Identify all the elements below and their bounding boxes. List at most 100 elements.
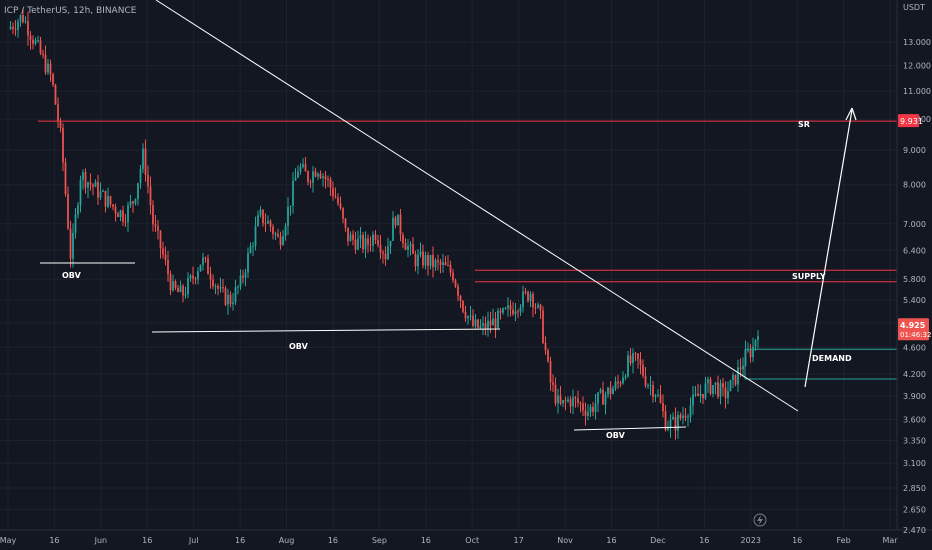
candle-body [189,275,192,279]
time-tick-label: 16 [142,536,152,545]
candle-body [589,406,592,413]
candle-body [224,288,227,305]
candle-body [49,63,52,74]
candle-body [192,275,194,279]
candle-body [749,350,752,358]
price-tick-label: 12.000 [903,62,931,71]
time-tick-label: Aug [279,536,295,545]
demand-zone-label: DEMAND [812,354,852,363]
candle-body [237,286,239,288]
candle-body [302,164,304,167]
price-tick-label: 4.200 [903,370,926,379]
candle-body [717,382,719,397]
price-tick-label: 7.000 [903,220,926,229]
candle-body [747,350,749,352]
price-axis[interactable]: USDT13.00012.00011.00010.0009.0008.0007.… [898,3,931,535]
candle-body [479,325,482,328]
trend-drawings [40,0,857,431]
time-axis[interactable]: May 16 Jun 16 Jul 16 Aug 16 Sep 16 Oct 17 Nov 16 Dec 16… [0,536,898,545]
candle-body [307,171,309,182]
candle-body [292,180,294,206]
time-tick-label: 2023 [741,536,761,545]
candle-body [727,391,729,399]
candle-body [9,26,12,29]
candle-body [527,291,529,301]
candle-body [537,304,539,308]
candle-body [304,164,307,172]
candle-body [227,294,229,305]
candle-body [594,403,597,412]
candle-body [657,394,659,396]
candle-body [179,285,182,293]
obv-label: OBV [62,271,82,280]
candle-body [619,383,622,385]
price-tick-label: 2.850 [903,484,926,493]
candle-body [169,274,172,291]
candle-body [402,234,404,244]
candle-body [247,252,249,273]
candle-body [314,171,317,177]
candle-body [407,246,409,250]
candle-body [42,53,44,55]
candle-body [504,308,507,310]
candle-body [732,374,734,381]
time-tick-label: 16 [328,536,338,545]
candle-body [32,39,34,44]
candle-body [24,21,27,23]
flash-icon[interactable] [753,513,767,527]
time-tick-label: 16 [235,536,245,545]
candle-body [77,205,79,215]
candle-body [357,238,359,250]
candle-body [259,209,262,216]
candle-body [637,353,639,360]
candle-body [64,162,67,194]
candle-body [419,251,422,256]
time-tick-label: Mar [882,536,898,545]
sr-price-tag: 9.931 [898,114,923,128]
candle-body [334,196,337,198]
candle-body [587,412,589,416]
candle-body [37,40,39,42]
candle-body [432,254,434,268]
candle-body [374,234,377,241]
candle-body [154,224,157,227]
candle-body [404,243,407,250]
candle-body [612,388,614,394]
price-tick-label: 13.000 [903,38,931,47]
candle-body [689,405,692,417]
candle-body [644,375,647,386]
candle-body [29,35,32,40]
candle-body [737,367,739,385]
candle-body [317,173,319,177]
candle-body [459,295,462,301]
candle-body [712,385,714,394]
price-tick-label: 11.000 [903,87,931,96]
candle-body [572,397,574,407]
candle-body [59,121,62,128]
candle-body [489,320,492,326]
candle-body [262,209,264,224]
candle-body [477,319,479,328]
candle-body [54,84,57,105]
candle-body [127,205,129,223]
obv-label: OBV [606,431,626,440]
candle-body [22,15,24,22]
candle-body [497,310,499,328]
candle-body [494,318,497,328]
candle-body [687,416,689,418]
candle-body [229,294,232,305]
candle-body [27,21,29,36]
candle-body [524,291,527,293]
candle-body [284,225,287,237]
candle-body [112,204,114,207]
candle-body [512,309,514,315]
candle-body [57,104,59,122]
candle-body [34,40,37,44]
downtrend-line [155,0,799,412]
candle-body [539,304,542,311]
candle-body [714,382,717,386]
candle-body [719,383,722,397]
candle-body [722,383,724,388]
